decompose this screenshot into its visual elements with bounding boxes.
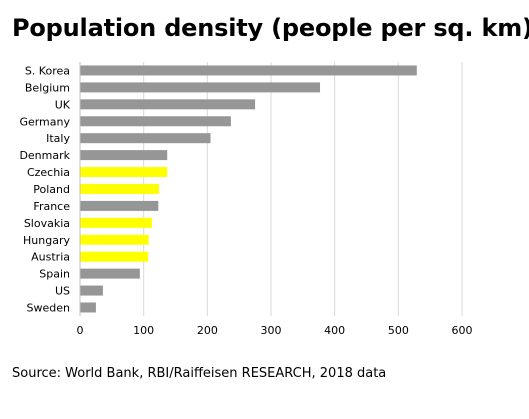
category-label: Czechia <box>27 166 70 179</box>
category-label: Hungary <box>23 234 70 247</box>
bar <box>80 167 168 178</box>
chart-title: Population density (people per sq. km) <box>12 14 529 42</box>
bar <box>80 99 256 110</box>
bar <box>80 285 103 296</box>
category-label: Poland <box>33 183 70 196</box>
bar <box>80 150 168 161</box>
x-tick-label: 200 <box>197 324 218 337</box>
x-tick-label: 300 <box>261 324 282 337</box>
bar <box>80 133 211 144</box>
category-label: Italy <box>46 132 70 145</box>
category-label: Austria <box>31 251 70 264</box>
source-note: Source: World Bank, RBI/Raiffeisen RESEA… <box>12 366 387 381</box>
bar <box>80 183 159 194</box>
x-tick-label: 0 <box>77 324 84 337</box>
x-tick-label: 400 <box>324 324 345 337</box>
bar <box>80 82 321 93</box>
category-label: Spain <box>39 268 70 281</box>
x-tick-label: 100 <box>133 324 154 337</box>
category-label: S. Korea <box>25 64 70 77</box>
bar <box>80 268 140 279</box>
bar <box>80 234 149 245</box>
x-tick-label: 500 <box>388 324 409 337</box>
bar <box>80 217 152 228</box>
x-tick-label: 600 <box>452 324 473 337</box>
category-label: Slovakia <box>24 217 70 230</box>
bar <box>80 251 149 262</box>
category-label: France <box>33 200 70 213</box>
category-label: UK <box>55 98 71 111</box>
category-label: Germany <box>19 115 70 128</box>
bar <box>80 302 96 313</box>
bar <box>80 116 231 127</box>
bar <box>80 200 159 211</box>
bar <box>80 65 417 76</box>
category-label: Sweden <box>27 301 70 314</box>
category-label: US <box>55 285 70 298</box>
category-label: Belgium <box>25 81 70 94</box>
category-label: Denmark <box>19 149 70 162</box>
